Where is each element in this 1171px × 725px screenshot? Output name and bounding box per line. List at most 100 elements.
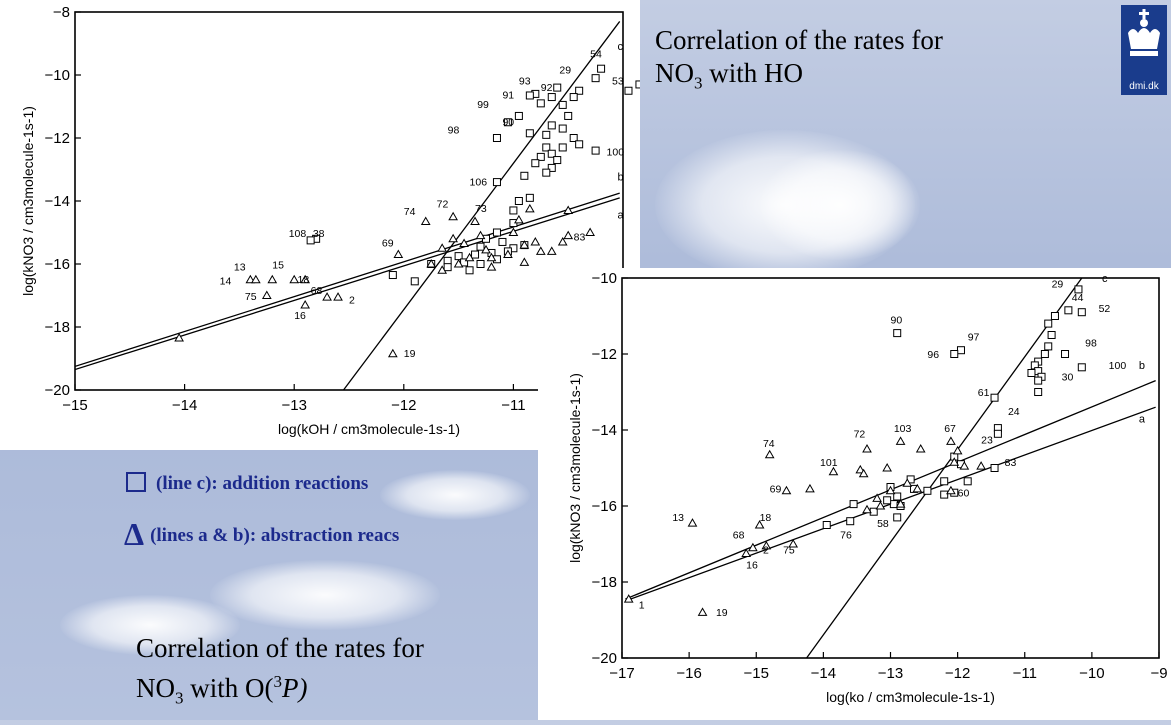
- triangle-point: [475, 230, 486, 240]
- square-point: [822, 521, 831, 529]
- x-axis-label: log(kOH / cm3molecule-1s-1): [278, 421, 460, 437]
- triangle-point: [902, 478, 913, 487]
- chart-o3p: −17 −16 −15 −14 −13 −12 −11 −10 −9 −20 −18 −16 −14 −1…: [567, 270, 1168, 705]
- triangle-point: [267, 274, 278, 284]
- triangle-point: [895, 436, 906, 445]
- point-label: 54: [590, 49, 602, 61]
- square-point: [525, 193, 534, 202]
- square-point: [1061, 350, 1070, 358]
- y-axis-label: log(kNO3 / cm3molecule-1s-1): [567, 373, 583, 563]
- point-label: 72: [437, 198, 449, 210]
- triangle-point: [781, 485, 792, 495]
- square-point: [575, 86, 584, 95]
- square-point: [547, 93, 556, 102]
- point-label: 76: [840, 529, 852, 541]
- triangle-point: [519, 257, 530, 266]
- triangle-point: [697, 607, 708, 616]
- triangle-point: [788, 538, 799, 548]
- square-point: [525, 91, 534, 100]
- square-point: [476, 242, 485, 251]
- square-marker-icon: [126, 472, 146, 492]
- square-point: [492, 228, 501, 237]
- square-point: [883, 496, 892, 505]
- point-label: 98: [1085, 337, 1097, 349]
- triangle-point: [250, 274, 261, 284]
- square-point: [1047, 331, 1056, 339]
- square-point: [471, 250, 480, 259]
- square-point: [893, 513, 902, 522]
- caption-o3p: Correlation of the rates for NO3 with O(…: [136, 632, 424, 714]
- triangle-point: [300, 299, 311, 309]
- square-point: [993, 429, 1002, 438]
- y-tick-label: −16: [45, 256, 70, 273]
- y-tick-label: −14: [592, 422, 617, 439]
- fit-line-label-b: b: [1139, 360, 1145, 372]
- point-label: 18: [760, 512, 772, 524]
- triangle-point: [448, 211, 458, 221]
- square-point: [443, 263, 452, 272]
- logo-text: dmi.dk: [1129, 81, 1159, 92]
- y-tick-label: −14: [45, 193, 70, 210]
- point-label: 29: [559, 64, 571, 76]
- triangle-marker-icon: Δ: [124, 516, 145, 552]
- triangle-point: [563, 230, 574, 240]
- point-label: 74: [404, 206, 416, 218]
- x-tick-label: −10: [1079, 665, 1104, 682]
- square-point: [1027, 369, 1036, 377]
- square-point: [1077, 363, 1086, 372]
- point-label: 44: [1072, 292, 1084, 304]
- chart-panel-ho: −15 −14 −13 −12 −11 −10 −20 −18 −16 −14 −12 −10 −8 lo…: [0, 0, 655, 450]
- point-label: 73: [475, 203, 487, 215]
- point-label: 99: [477, 99, 489, 111]
- square-point: [558, 124, 567, 133]
- x-tick-label: −13: [878, 665, 903, 682]
- square-point: [889, 500, 898, 509]
- square-point: [940, 477, 949, 486]
- triangle-point: [448, 233, 458, 243]
- point-label: 38: [313, 228, 325, 240]
- cloud-decoration: [60, 595, 240, 655]
- fit-line-c: [342, 21, 621, 390]
- point-label: 60: [958, 488, 970, 500]
- square-point: [923, 486, 932, 495]
- x-tick-label: −12: [945, 665, 970, 682]
- y-tick-label: −8: [53, 4, 70, 21]
- x-tick-label: −17: [609, 665, 634, 682]
- square-point: [950, 350, 959, 358]
- point-label: 69: [382, 238, 394, 250]
- caption-ho: Correlation of the rates for NO3 with HO: [655, 24, 943, 99]
- square-point: [624, 86, 633, 95]
- point-label: 58: [877, 518, 889, 530]
- triangle-point: [882, 462, 893, 472]
- triangle-point: [530, 236, 541, 246]
- square-point: [569, 134, 578, 142]
- point-label: 16: [294, 310, 306, 322]
- triangle-point: [437, 243, 448, 252]
- dmi-logo: dmi.dk: [1121, 5, 1167, 95]
- y-tick-label: −10: [592, 270, 617, 287]
- point-label: 2: [349, 294, 355, 306]
- x-tick-label: −14: [172, 397, 197, 414]
- square-point: [1077, 308, 1086, 317]
- triangle-point: [915, 443, 926, 453]
- square-point: [542, 130, 551, 139]
- x-axis-label: log(ko / cm3molecule-1s-1): [826, 689, 995, 705]
- triangle-point: [687, 518, 698, 527]
- legend-addition-text: (line c): addition reactions: [156, 473, 369, 494]
- fit-line-label-c: c: [1102, 273, 1108, 285]
- square-point: [531, 159, 540, 168]
- square-point: [1044, 319, 1053, 328]
- square-point: [536, 99, 545, 108]
- square-point: [558, 143, 567, 152]
- square-point: [306, 236, 315, 245]
- triangle-point: [828, 466, 839, 476]
- x-tick-label: −15: [744, 665, 769, 682]
- y-tick-label: −12: [45, 130, 70, 147]
- x-tick-label: −11: [1013, 665, 1037, 682]
- square-point: [547, 149, 556, 158]
- fit-line-label-a: a: [618, 209, 625, 221]
- triangle-point: [387, 348, 398, 358]
- square-point: [1034, 388, 1043, 396]
- triangle-point: [976, 461, 986, 470]
- species-subscript: 3: [694, 73, 703, 93]
